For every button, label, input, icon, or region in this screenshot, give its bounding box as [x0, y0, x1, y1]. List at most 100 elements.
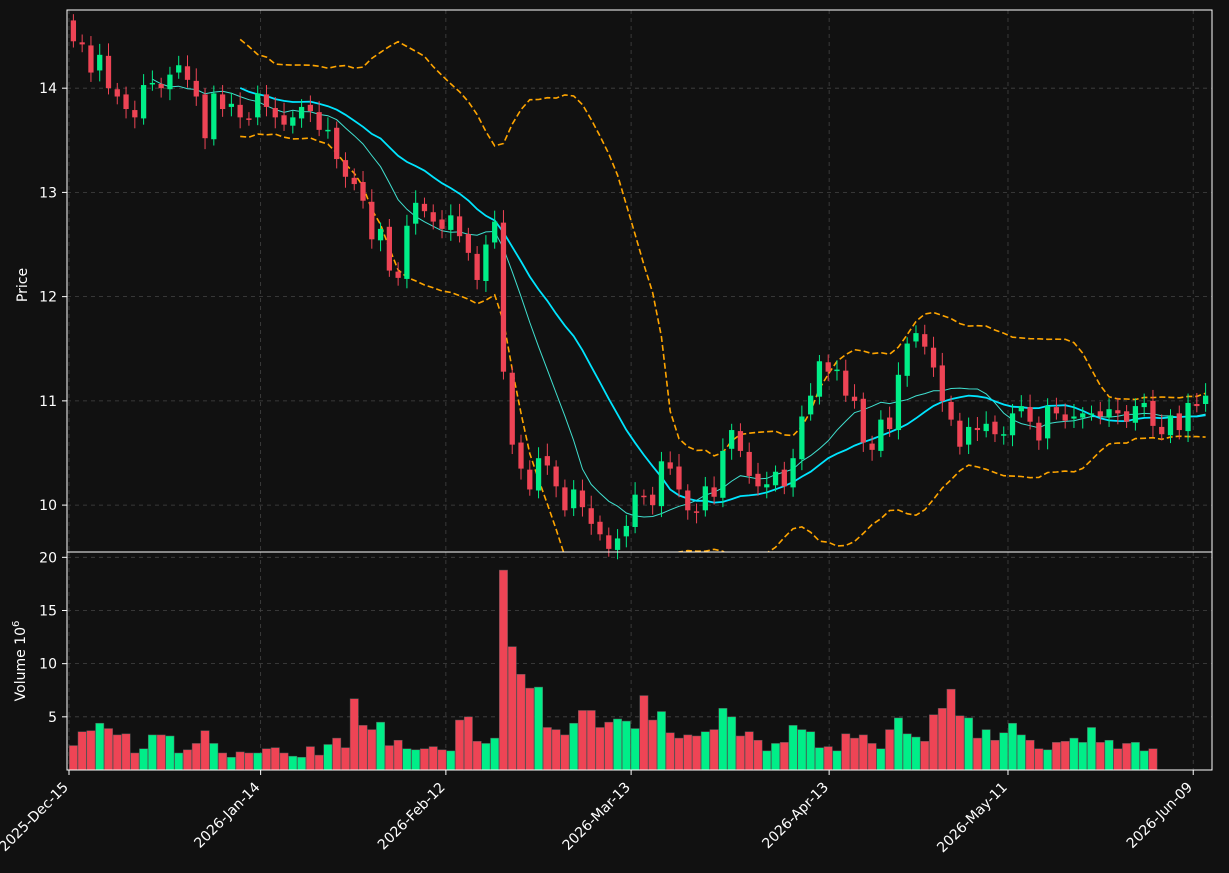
candle-body: [676, 466, 682, 490]
candle-body: [211, 93, 217, 140]
volume-bar: [367, 729, 377, 771]
volume-bar: [341, 747, 350, 771]
candle-body: [702, 486, 708, 511]
volume-bar: [525, 687, 535, 771]
volume-bar: [1034, 748, 1044, 771]
candle-body: [711, 487, 717, 497]
candle-body: [992, 421, 998, 435]
volume-bar: [604, 721, 614, 771]
price-tick-label: 10: [39, 498, 57, 514]
candle-body: [1001, 434, 1007, 436]
volume-bar: [165, 735, 175, 771]
candle-body: [1106, 409, 1112, 418]
volume-bar: [1025, 739, 1035, 771]
volume-bar: [621, 720, 631, 771]
candle-body: [948, 401, 954, 420]
volume-bar: [692, 735, 701, 771]
candle-body: [913, 333, 919, 342]
volume-bar: [815, 747, 824, 771]
price-tick-label: 13: [39, 185, 57, 201]
volume-bar: [112, 734, 122, 771]
volume-bar: [332, 737, 342, 771]
lower-band-line: [240, 133, 1206, 552]
candle-body: [869, 443, 875, 450]
candle-body: [667, 462, 673, 469]
candle-body: [184, 66, 191, 80]
candle-body: [1018, 406, 1024, 412]
price-panel: 10 11 12 13 14 Price: [15, 9, 1213, 560]
volume-bar: [297, 756, 307, 771]
volume-panel-frame: [66, 551, 1213, 771]
candle-body: [957, 420, 963, 447]
candle-body: [439, 219, 445, 229]
candle-body: [1176, 413, 1182, 431]
candle-body: [360, 181, 366, 201]
candle-body: [808, 395, 814, 415]
candle-body: [860, 398, 866, 443]
volume-bar: [990, 739, 1000, 771]
candle-body: [1202, 395, 1209, 404]
candle-body: [579, 490, 586, 508]
candle-body: [904, 343, 910, 376]
volume-bar: [279, 752, 289, 771]
volume-bar: [841, 733, 851, 771]
candle-body: [1150, 400, 1156, 426]
candle-body: [430, 212, 436, 222]
volume-bar: [1043, 749, 1053, 771]
volume-bar: [788, 725, 798, 771]
volume-bar: [858, 734, 868, 771]
candle-body: [650, 494, 656, 506]
price-tick-label: 12: [39, 290, 57, 306]
candle-body: [614, 538, 621, 550]
volume-bar: [349, 698, 359, 771]
candle-body: [781, 469, 787, 487]
volume-bar: [411, 749, 421, 771]
price-y-ticks: 10 11 12 13 14: [39, 81, 67, 514]
candle-body: [658, 461, 665, 507]
candle-body: [114, 89, 120, 97]
volume-bar: [156, 734, 166, 771]
candle-body: [97, 54, 103, 71]
volume-bar: [402, 748, 412, 771]
volume-bar: [314, 754, 324, 771]
candle-body: [500, 222, 507, 372]
volume-bar: [68, 745, 78, 771]
candle-body: [1141, 402, 1147, 408]
candle-body: [825, 362, 831, 372]
volume-bar: [253, 752, 263, 771]
candle-body: [641, 495, 647, 498]
candle-body: [219, 94, 226, 110]
volume-bar: [1087, 727, 1096, 771]
volume-bar: [894, 717, 903, 771]
candle-body: [571, 489, 577, 509]
candle-body: [334, 127, 340, 160]
candle-body: [544, 456, 550, 466]
candle-body: [535, 458, 542, 491]
volume-bar: [964, 717, 974, 771]
candle-body: [1115, 410, 1121, 414]
candlesticks: [70, 14, 1209, 560]
volume-bar: [744, 731, 754, 771]
candle-body: [974, 427, 981, 431]
volume-bar: [235, 751, 245, 771]
candle-body: [816, 361, 823, 397]
volume-bar: [244, 752, 254, 771]
volume-tick-label: 10: [39, 657, 57, 673]
volume-bar: [183, 749, 192, 771]
candle-body: [351, 177, 357, 185]
volume-bar: [77, 731, 87, 771]
candle-body: [606, 535, 612, 549]
candle-body: [1009, 413, 1016, 436]
candle-body: [193, 80, 199, 97]
candle-body: [588, 508, 594, 524]
candle-body: [272, 107, 278, 118]
candle-body: [474, 253, 480, 280]
candle-body: [202, 94, 208, 139]
candle-body: [895, 374, 902, 431]
volume-bars: [68, 569, 1158, 771]
volume-bar: [472, 741, 482, 771]
candle-body: [149, 82, 156, 85]
candle-body: [448, 215, 454, 230]
candle-body: [693, 511, 700, 513]
volume-bar: [700, 731, 710, 771]
